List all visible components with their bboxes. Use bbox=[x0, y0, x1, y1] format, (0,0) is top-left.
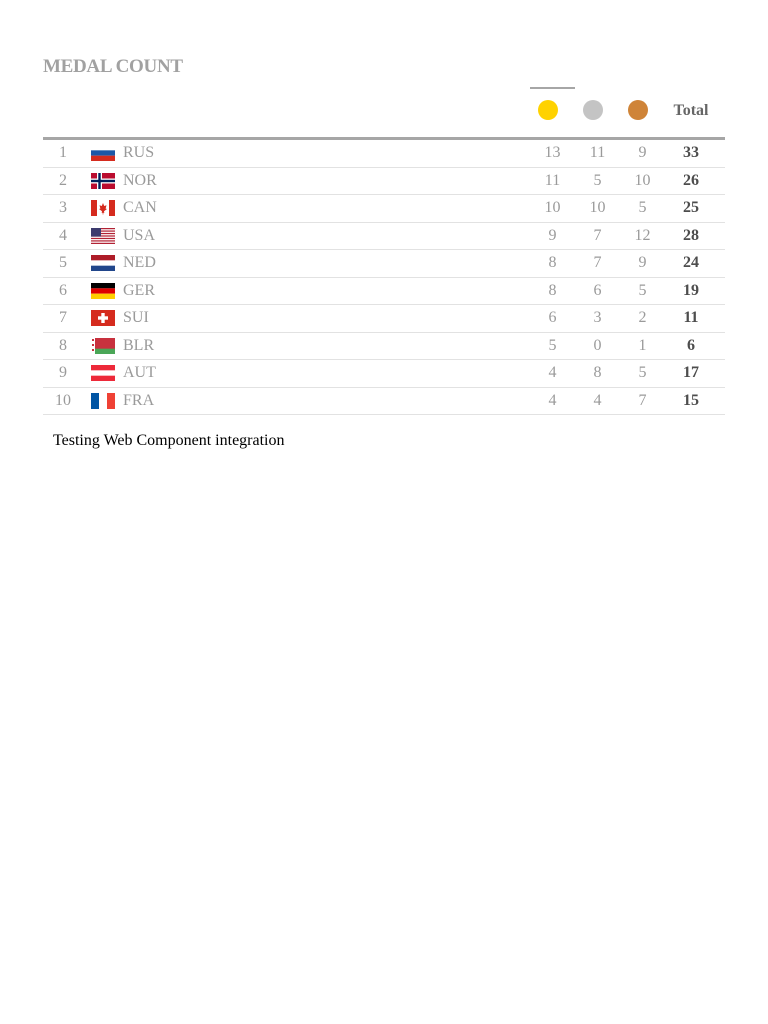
bronze-count: 1 bbox=[638, 336, 647, 354]
bronze-count: 10 bbox=[634, 171, 651, 189]
rank-cell: 8 bbox=[59, 336, 67, 354]
total-count: 19 bbox=[683, 281, 699, 299]
silver-count: 4 bbox=[593, 391, 602, 409]
country-code[interactable]: NED bbox=[123, 254, 156, 271]
total-count: 25 bbox=[683, 199, 699, 216]
gold-count: 4 bbox=[548, 364, 557, 381]
belarus-flag-icon bbox=[91, 337, 115, 354]
rank-cell: 3 bbox=[59, 199, 67, 216]
silver-count: 10 bbox=[589, 199, 606, 216]
total-count: 33 bbox=[683, 144, 699, 161]
table-header: Total bbox=[43, 79, 725, 140]
germany-flag-icon bbox=[91, 282, 115, 299]
silver-count: 5 bbox=[593, 171, 602, 189]
gold-count: 13 bbox=[544, 144, 561, 161]
netherlands-flag-icon bbox=[91, 255, 115, 271]
table-row[interactable]: 4 USA 9 7 12 28 bbox=[43, 223, 725, 250]
gold-count: 8 bbox=[548, 254, 557, 271]
bronze-count: 5 bbox=[638, 281, 647, 299]
silver-count: 6 bbox=[593, 281, 602, 299]
usa-flag-icon bbox=[91, 227, 115, 244]
silver-count: 11 bbox=[589, 144, 606, 161]
rank-cell: 10 bbox=[55, 391, 71, 409]
canada-flag-icon bbox=[91, 200, 115, 216]
country-code[interactable]: SUI bbox=[123, 309, 149, 326]
bronze-count: 2 bbox=[638, 309, 647, 326]
table-row[interactable]: 8 BLR 5 0 1 6 bbox=[43, 333, 725, 360]
table-row[interactable]: 9 AUT 4 8 5 17 bbox=[43, 360, 725, 388]
rank-cell: 4 bbox=[59, 226, 67, 244]
total-count: 26 bbox=[683, 171, 699, 189]
bronze-count: 5 bbox=[638, 199, 647, 216]
page-title: MEDAL COUNT bbox=[43, 56, 183, 77]
country-code[interactable]: RUS bbox=[123, 144, 155, 161]
silver-count: 7 bbox=[593, 254, 602, 271]
table-row[interactable]: 1 RUS 13 11 9 33 bbox=[43, 140, 725, 168]
rank-cell: 2 bbox=[59, 171, 67, 189]
table-row[interactable]: 10 FRA 4 4 7 15 bbox=[43, 388, 725, 415]
rank-cell: 5 bbox=[59, 254, 67, 271]
austria-flag-icon bbox=[91, 365, 115, 381]
country-code[interactable]: USA bbox=[123, 226, 156, 244]
country-code[interactable]: NOR bbox=[123, 171, 157, 189]
bronze-count: 9 bbox=[638, 254, 647, 271]
bronze-count: 5 bbox=[638, 364, 647, 381]
gold-medal-icon[interactable] bbox=[538, 100, 558, 120]
total-count: 11 bbox=[683, 309, 699, 326]
rank-cell: 1 bbox=[59, 144, 67, 161]
footer-text: Testing Web Component integration bbox=[53, 432, 285, 449]
total-count: 15 bbox=[683, 391, 699, 409]
france-flag-icon bbox=[91, 392, 115, 409]
country-code[interactable]: CAN bbox=[123, 199, 157, 216]
total-column-header[interactable]: Total bbox=[673, 102, 709, 119]
bronze-medal-icon[interactable] bbox=[628, 100, 648, 120]
rank-cell: 6 bbox=[59, 281, 67, 299]
table-row[interactable]: 2 NOR 11 5 10 26 bbox=[43, 168, 725, 195]
silver-medal-icon[interactable] bbox=[583, 100, 603, 120]
country-code[interactable]: FRA bbox=[123, 391, 155, 409]
norway-flag-icon bbox=[91, 172, 115, 189]
table-row[interactable]: 3 CAN 10 10 5 25 bbox=[43, 195, 725, 223]
table-row[interactable]: 6 GER 8 6 5 19 bbox=[43, 278, 725, 305]
medal-count-widget: MEDAL COUNT Total 1 RUS 13 11 9 33 2 NOR 11 5 10 26… bbox=[43, 55, 725, 415]
bronze-count: 7 bbox=[638, 391, 647, 409]
silver-count: 0 bbox=[593, 336, 602, 354]
silver-count: 8 bbox=[593, 364, 602, 381]
table-row[interactable]: 5 NED 8 7 9 24 bbox=[43, 250, 725, 278]
bronze-count: 9 bbox=[638, 144, 647, 161]
table-row[interactable]: 7 SUI 6 3 2 11 bbox=[43, 305, 725, 333]
sort-indicator bbox=[530, 87, 575, 89]
bronze-count: 12 bbox=[634, 226, 651, 244]
total-count: 28 bbox=[683, 226, 699, 244]
total-count: 6 bbox=[687, 336, 695, 354]
country-code[interactable]: BLR bbox=[123, 336, 155, 354]
russia-flag-icon bbox=[91, 145, 115, 161]
gold-count: 9 bbox=[548, 226, 557, 244]
gold-count: 4 bbox=[548, 391, 557, 409]
total-count: 17 bbox=[683, 364, 699, 381]
gold-count: 11 bbox=[544, 171, 561, 189]
gold-count: 6 bbox=[548, 309, 557, 326]
silver-count: 3 bbox=[593, 309, 602, 326]
gold-count: 10 bbox=[544, 199, 561, 216]
silver-count: 7 bbox=[593, 226, 602, 244]
country-code[interactable]: AUT bbox=[123, 364, 156, 381]
total-count: 24 bbox=[683, 254, 699, 271]
gold-count: 5 bbox=[548, 336, 557, 354]
rank-cell: 7 bbox=[59, 309, 67, 326]
gold-count: 8 bbox=[548, 281, 557, 299]
medal-table-body: 1 RUS 13 11 9 33 2 NOR 11 5 10 26 3 CAN 10 10 5 25 4 USA 9 7 1… bbox=[43, 140, 725, 415]
rank-cell: 9 bbox=[59, 364, 67, 381]
country-code[interactable]: GER bbox=[123, 281, 155, 299]
switzerland-flag-icon bbox=[91, 310, 115, 326]
